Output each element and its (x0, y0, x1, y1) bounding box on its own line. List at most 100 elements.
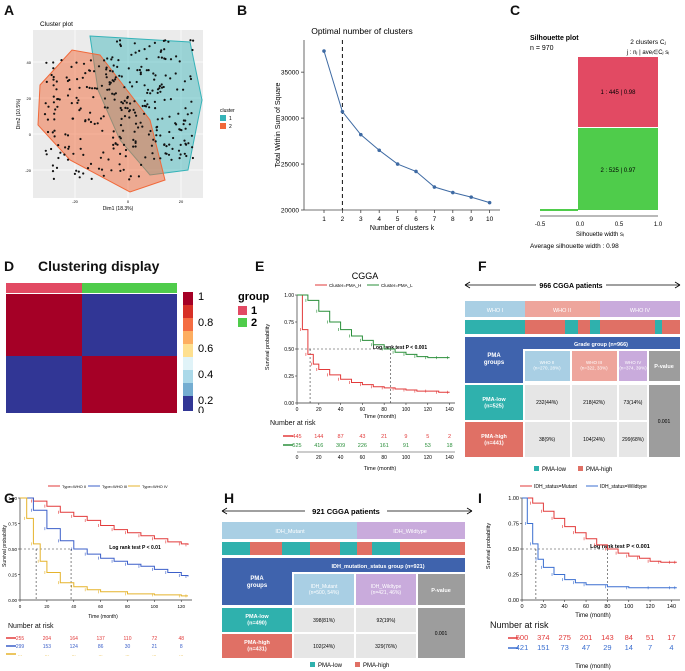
cluster-point (65, 76, 68, 79)
cluster-point (119, 169, 122, 172)
cell: 299(68%) (622, 437, 644, 443)
cluster-point (123, 99, 126, 102)
y-tick-label: 0.50 (284, 347, 294, 353)
grade-title-cell (523, 337, 680, 349)
cluster-point (119, 106, 122, 110)
cluster-point (183, 80, 186, 83)
cluster-point (159, 134, 162, 137)
cluster-plot-xlabel: Dim1 (18.3%) (103, 206, 134, 212)
cluster-point (89, 120, 93, 124)
cluster-point (52, 84, 55, 87)
cluster-point (124, 148, 128, 152)
y-axis-label: Total Within Sum of Square (275, 82, 282, 167)
risk-count: 226 (358, 443, 367, 449)
risk-count: 137 (96, 636, 105, 642)
risk-count: 416 (314, 443, 323, 449)
row-name-cell-high (465, 422, 523, 457)
cluster-point (75, 169, 78, 172)
y-tick-label: 0.00 (284, 401, 294, 407)
cluster-point (102, 174, 105, 177)
cluster-point (120, 75, 123, 78)
cluster-point (46, 118, 50, 121)
group-legend-label-2: 2 (251, 317, 257, 329)
cluster-point (126, 107, 129, 110)
cluster-point (103, 97, 107, 100)
cluster-point (178, 60, 181, 63)
risk-count: 153 (43, 644, 52, 650)
cluster-point (176, 88, 179, 91)
cluster-point (113, 98, 116, 101)
cluster-point (108, 83, 111, 86)
x-tick: 0.5 (615, 222, 624, 228)
x-tick-label: 20 (540, 604, 546, 610)
cluster-point (67, 145, 71, 148)
cluster-point (156, 125, 159, 128)
cluster-point (77, 99, 80, 102)
km-curve (297, 294, 450, 359)
header-text: 966 CGGA patients (539, 283, 602, 290)
scale-tick: 0 (198, 405, 204, 413)
panel-label-c: C (510, 2, 521, 18)
cluster-point (119, 152, 122, 155)
cluster-point (149, 129, 152, 133)
legend-label-2: 2 (229, 124, 232, 130)
grade-col-label-1: WHO II (n=270, 28%) (533, 360, 561, 370)
cluster-point (111, 92, 114, 95)
cluster-point (122, 143, 126, 146)
risk-count: 201 (580, 633, 593, 642)
cluster-point (164, 39, 167, 42)
cell: 104(24%) (583, 437, 605, 443)
risk-count: 30 (125, 644, 131, 650)
y-tick: -20 (25, 168, 32, 173)
cluster-point (187, 142, 190, 145)
x-tick-label: 1 (322, 216, 326, 223)
x-tick-label: 40 (562, 604, 568, 610)
panel-label-g: G (4, 490, 15, 506)
risk-title-i: Number at risk (490, 620, 549, 630)
legend-key-2 (220, 123, 226, 129)
risk-count: 29 (603, 643, 611, 652)
silhouette-n: n = 970 (530, 45, 554, 52)
cluster-point (145, 57, 148, 60)
cluster-point (190, 134, 193, 137)
risk-count: 9 (404, 434, 407, 440)
cluster-point (189, 77, 193, 81)
cluster-point (123, 86, 126, 89)
x-tick: -0.5 (535, 222, 546, 228)
y-tick-label: 30000 (281, 116, 299, 123)
panel-label-a: A (4, 2, 15, 18)
cluster-point (106, 57, 109, 60)
risk-count: 8 (180, 644, 183, 650)
cluster-point (152, 138, 155, 141)
silhouette-xlabel: Silhouette width sᵢ (576, 232, 624, 238)
cluster-point (128, 116, 131, 119)
arrow-heads (221, 507, 473, 515)
cluster-point (168, 130, 171, 134)
cluster-point (122, 168, 125, 171)
cluster-point (68, 78, 71, 82)
risk-count: 151 (537, 643, 550, 652)
color-scale (183, 292, 193, 411)
risk-count: ... (99, 652, 103, 658)
cluster-point (147, 69, 150, 72)
x-tick-label: 100 (624, 604, 633, 610)
cluster-point (76, 78, 79, 81)
cluster-point (127, 67, 130, 70)
y-tick-label: 20000 (281, 208, 299, 215)
km-xlabel: Time (month) (364, 414, 397, 420)
wss-point (451, 190, 455, 195)
cluster-point (132, 145, 135, 148)
cluster-point (55, 166, 59, 169)
cluster-point (106, 106, 109, 109)
cluster-point (90, 177, 93, 180)
legend-key-high (578, 466, 583, 471)
data-cells (525, 385, 647, 457)
cluster-point (167, 153, 171, 156)
scale-tick: 0.6 (198, 343, 213, 355)
x-tick-label: 80 (604, 604, 610, 610)
risk-count: ... (72, 652, 76, 658)
scale-tick: 1 (198, 291, 204, 303)
cluster-point (53, 135, 56, 138)
cluster-point (105, 73, 108, 76)
cluster-point (159, 90, 162, 93)
